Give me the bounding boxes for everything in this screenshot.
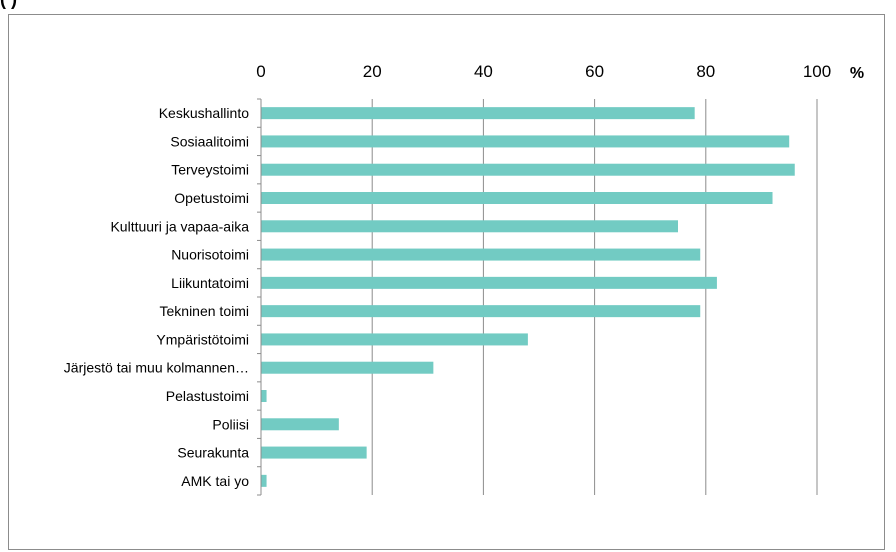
category-label: Poliisi [212,416,249,432]
bar [261,474,267,487]
bars [261,107,795,487]
x-tick-label: 20 [363,62,382,81]
category-label: Tekninen toimi [160,303,250,319]
category-label: Liikuntatoimi [171,275,249,291]
category-label: Nuorisotoimi [171,247,249,263]
bar [261,305,701,318]
bar [261,163,795,176]
x-tick-label: 0 [256,62,265,81]
x-tick-label: 60 [585,62,604,81]
bar [261,276,717,289]
category-label: Terveystoimi [171,162,249,178]
chart-frame [8,14,885,550]
category-label: Keskushallinto [159,105,249,121]
category-label: Sosiaalitoimi [170,133,249,149]
bar [261,446,367,459]
bar [261,418,339,431]
category-label: Pelastustoimi [166,388,249,404]
category-labels: Keskushallinto Sosiaalitoimi Terveystoimi O… [64,105,249,489]
category-label: AMK tai yo [181,473,249,489]
x-tick-label: 80 [696,62,715,81]
bar [261,248,701,261]
value-axis-ticks: 0 20 40 60 80 100 [256,62,831,81]
bar [261,107,695,120]
bar [261,135,790,148]
x-unit-label: % [850,65,864,82]
bar [261,192,773,204]
category-label: Opetustoimi [174,190,249,206]
x-tick-label: 40 [474,62,493,81]
bar [261,220,678,233]
category-axis [257,98,262,496]
x-tick-label: 100 [803,62,831,81]
category-label: Kulttuuri ja vapaa-aika [110,218,249,234]
category-label: Järjestö tai muu kolmannen… [64,360,249,376]
bar [261,333,528,346]
category-label: Ympäristötoimi [156,331,249,347]
header-fragment: ( ) [0,0,17,10]
bar [261,390,267,402]
gridlines [371,99,818,495]
category-label: Seurakunta [177,445,249,461]
bar [261,361,434,374]
